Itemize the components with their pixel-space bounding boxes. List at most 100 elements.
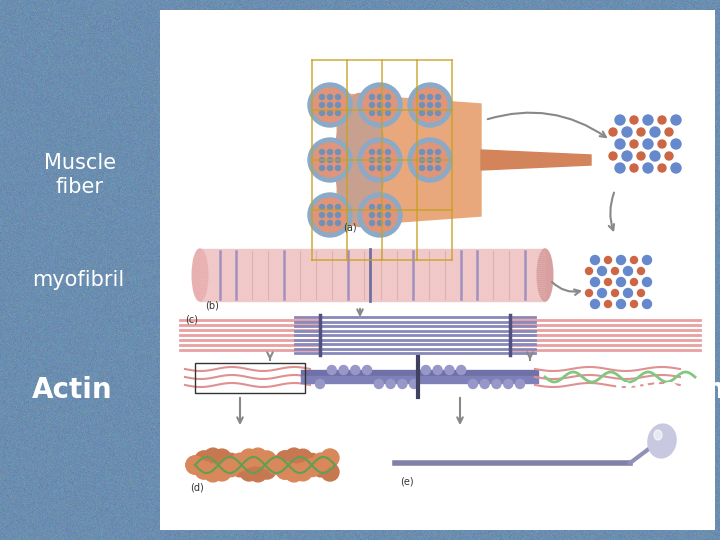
Circle shape (643, 139, 653, 149)
Circle shape (328, 213, 333, 218)
Circle shape (320, 111, 325, 116)
Circle shape (436, 103, 441, 107)
Circle shape (665, 152, 673, 160)
Circle shape (320, 220, 325, 226)
Text: Muscle
fiber: Muscle fiber (44, 153, 116, 197)
Circle shape (369, 220, 374, 226)
Circle shape (624, 267, 632, 275)
Circle shape (369, 213, 374, 218)
Ellipse shape (308, 138, 352, 182)
Circle shape (385, 158, 390, 163)
Circle shape (303, 454, 321, 471)
Circle shape (320, 213, 325, 218)
Circle shape (585, 289, 593, 296)
Circle shape (433, 366, 442, 375)
Circle shape (240, 449, 258, 467)
Circle shape (616, 278, 626, 287)
Circle shape (351, 366, 360, 375)
Circle shape (336, 158, 341, 163)
Text: Actin: Actin (32, 376, 112, 404)
Circle shape (385, 165, 390, 171)
Text: (e): (e) (400, 477, 413, 487)
Circle shape (336, 220, 341, 226)
Circle shape (671, 163, 681, 173)
Circle shape (516, 380, 524, 388)
Circle shape (385, 94, 390, 99)
Ellipse shape (308, 83, 352, 127)
Circle shape (671, 115, 681, 125)
Circle shape (598, 267, 606, 275)
Circle shape (642, 278, 652, 287)
Circle shape (328, 158, 333, 163)
Circle shape (294, 449, 312, 467)
Circle shape (637, 289, 644, 296)
Circle shape (336, 103, 341, 107)
Circle shape (249, 464, 267, 482)
Circle shape (428, 94, 433, 99)
Circle shape (609, 128, 617, 136)
Circle shape (480, 380, 489, 388)
Circle shape (328, 205, 333, 210)
Circle shape (421, 366, 431, 375)
Circle shape (436, 111, 441, 116)
Circle shape (321, 463, 339, 481)
Circle shape (420, 150, 425, 154)
Circle shape (267, 456, 285, 474)
Circle shape (585, 267, 593, 274)
Circle shape (650, 127, 660, 137)
Circle shape (363, 366, 372, 375)
Bar (200, 249, 545, 301)
Polygon shape (481, 150, 591, 170)
Circle shape (369, 150, 374, 154)
Circle shape (630, 164, 638, 172)
Circle shape (637, 267, 644, 274)
Text: (b): (b) (205, 301, 219, 311)
Bar (195, 363, 305, 393)
Circle shape (315, 380, 325, 388)
Circle shape (377, 150, 382, 154)
Text: (d): (d) (190, 483, 204, 493)
Circle shape (436, 94, 441, 99)
Ellipse shape (363, 198, 397, 232)
Circle shape (590, 278, 600, 287)
Circle shape (631, 300, 637, 307)
Circle shape (328, 165, 333, 171)
Ellipse shape (308, 193, 352, 237)
Circle shape (320, 150, 325, 154)
Circle shape (374, 380, 383, 388)
Circle shape (320, 103, 325, 107)
Bar (160, 10, 715, 530)
Circle shape (428, 103, 433, 107)
Circle shape (195, 451, 213, 469)
Circle shape (195, 461, 213, 479)
Circle shape (328, 366, 336, 375)
Circle shape (267, 456, 285, 474)
Circle shape (285, 464, 303, 482)
Circle shape (658, 140, 666, 148)
Circle shape (369, 103, 374, 107)
Circle shape (605, 256, 611, 264)
Ellipse shape (358, 193, 402, 237)
Circle shape (658, 164, 666, 172)
Circle shape (328, 94, 333, 99)
Circle shape (631, 256, 637, 264)
Circle shape (258, 451, 276, 469)
Circle shape (615, 139, 625, 149)
Circle shape (294, 463, 312, 481)
Circle shape (320, 158, 325, 163)
Circle shape (420, 103, 425, 107)
Circle shape (369, 111, 374, 116)
Circle shape (428, 150, 433, 154)
Circle shape (369, 158, 374, 163)
Circle shape (436, 158, 441, 163)
Circle shape (611, 289, 618, 296)
Circle shape (204, 448, 222, 466)
Circle shape (336, 165, 341, 171)
Circle shape (420, 165, 425, 171)
Circle shape (320, 165, 325, 171)
Circle shape (616, 300, 626, 308)
Circle shape (377, 165, 382, 171)
Circle shape (410, 380, 418, 388)
Circle shape (385, 213, 390, 218)
Circle shape (377, 220, 382, 226)
